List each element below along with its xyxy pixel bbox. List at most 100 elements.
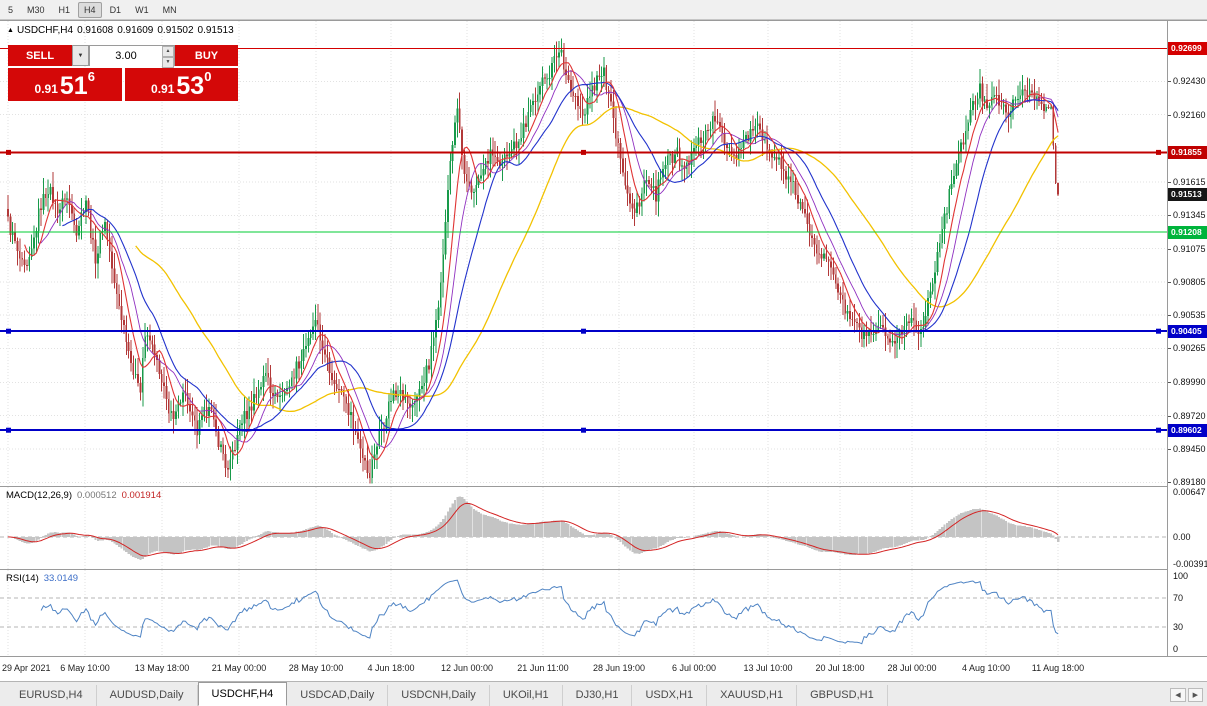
chart-tab-usdx-h1[interactable]: USDX,H1: [632, 685, 708, 706]
time-axis-label: 6 May 10:00: [60, 663, 110, 673]
chart-tab-bar: EURUSD,H4 AUDUSD,Daily USDCHF,H4 USDCAD,Dai…: [0, 681, 1207, 706]
timeframe-button-h4[interactable]: H4: [78, 1, 102, 18]
macd-signal-line: [7, 502, 1059, 557]
timeframe-button-mn[interactable]: MN: [162, 4, 177, 15]
ma-line-24: [62, 81, 1059, 432]
line-handle[interactable]: [581, 149, 586, 155]
volume-input[interactable]: [90, 46, 174, 66]
chart-tab-audusd-daily[interactable]: AUDUSD,Daily: [97, 685, 198, 706]
ohlc-close: 0.91513: [197, 25, 234, 36]
rsi-axis-label: 0: [1173, 644, 1179, 654]
time-axis-label: 13 May 18:00: [134, 663, 190, 673]
volume-dropdown-button[interactable]: ▼: [72, 45, 89, 66]
line-handle[interactable]: [6, 427, 11, 433]
price-tick-label: 0.89450: [1173, 443, 1206, 454]
chart-tab-usdcnh-daily[interactable]: USDCNH,Daily: [388, 685, 490, 706]
candlestick-chart[interactable]: [0, 21, 1167, 486]
price-tick-label: 0.90265: [1173, 343, 1206, 354]
timeframe-button-d1[interactable]: D1: [109, 4, 122, 15]
pane-splitter[interactable]: [0, 569, 1207, 570]
rsi-axis-label: 70: [1173, 592, 1184, 603]
line-handle[interactable]: [581, 427, 586, 433]
line-handle[interactable]: [6, 328, 11, 334]
sell-price-major: 0.91: [34, 82, 58, 96]
line-handle[interactable]: [1156, 149, 1161, 155]
volume-increase-button[interactable]: ▲: [162, 46, 174, 57]
price-tick-mark: [1168, 248, 1171, 250]
chart-tab-gbpusd-h1[interactable]: GBPUSD,H1: [797, 685, 888, 706]
price-tick-mark: [1168, 215, 1171, 217]
price-tick-mark: [1168, 181, 1171, 183]
price-tick-label: 0.92160: [1173, 109, 1206, 120]
price-tick-label: 0.91615: [1173, 176, 1206, 187]
chart-symbol-label: USDCHF,H4: [16, 25, 74, 36]
ma-line-14: [38, 70, 1059, 449]
volume-decrease-button[interactable]: ▼: [162, 57, 174, 68]
time-axis-label: 21 May 00:00: [211, 663, 267, 673]
pane-splitter[interactable]: [0, 486, 1207, 487]
tab-scroll-left-button[interactable]: ◀: [1170, 688, 1186, 702]
timeframe-button-h1[interactable]: H1: [58, 4, 71, 15]
time-axis-label: 12 Jun 00:00: [440, 663, 494, 673]
price-tick-mark: [1168, 81, 1171, 83]
buy-price-point: 0: [204, 69, 212, 84]
ohlc-low: 0.91502: [157, 25, 194, 36]
price-tick-label: 0.89990: [1173, 377, 1206, 388]
chart-tab-usdcad-daily[interactable]: USDCAD,Daily: [287, 685, 389, 706]
time-axis-label: 20 Jul 18:00: [815, 663, 865, 673]
tab-scroll-right-button[interactable]: ▶: [1187, 688, 1203, 702]
time-axis[interactable]: 29 Apr 2021 6 May 10:00 13 May 18:00 21 May…: [0, 656, 1207, 682]
price-tick-mark: [1168, 482, 1171, 484]
volume-spinner: ▲ ▼: [162, 46, 174, 68]
price-tick-mark: [1168, 114, 1171, 116]
time-axis-label: 4 Jun 18:00: [367, 663, 415, 673]
chart-collapse-marker[interactable]: ▲: [7, 27, 14, 34]
macd-histogram: [9, 496, 1060, 560]
time-axis-label: 28 May 10:00: [288, 663, 344, 673]
macd-signal-value: 0.001914: [121, 490, 162, 501]
time-axis-label: 6 Jul 00:00: [671, 663, 717, 673]
candlesticks: [7, 38, 1059, 484]
timeframe-button-w1[interactable]: W1: [135, 4, 149, 15]
chart-tab-xauusd-h1[interactable]: XAUUSD,H1: [707, 685, 798, 706]
sell-price-pips: 51: [59, 72, 88, 100]
hline-price-badge: 0.91208: [1168, 225, 1207, 239]
buy-price-display[interactable]: 0.91 53 0: [124, 68, 238, 101]
price-tick-mark: [1168, 348, 1171, 350]
price-tick-label: 0.89720: [1173, 410, 1206, 421]
line-handle[interactable]: [581, 328, 586, 334]
timeframe-button-5[interactable]: 5: [8, 4, 14, 15]
macd-indicator-chart[interactable]: [0, 487, 1167, 569]
chart-tab-dj30-h1[interactable]: DJ30,H1: [563, 685, 633, 706]
line-handle[interactable]: [1156, 427, 1161, 433]
ohlc-high: 0.91609: [117, 25, 154, 36]
price-tick-mark: [1168, 415, 1171, 417]
chart-window: ▲ USDCHF,H4 0.91608 0.91609 0.91502 0.91513 S…: [0, 20, 1207, 682]
chart-tab-eurusd-h4[interactable]: EURUSD,H4: [6, 685, 97, 706]
timeframe-button-m30[interactable]: M30: [27, 4, 45, 15]
line-handle[interactable]: [6, 149, 11, 155]
price-tick-label: 0.92430: [1173, 76, 1206, 87]
price-tick-mark: [1168, 281, 1171, 283]
rsi-indicator-chart[interactable]: [0, 570, 1167, 656]
sell-price-display[interactable]: 0.91 51 6: [8, 68, 122, 101]
sell-button[interactable]: SELL: [8, 45, 72, 66]
time-axis-label: 28 Jun 19:00: [592, 663, 646, 673]
volume-field: ▲ ▼: [89, 45, 175, 68]
price-tick-label: 0.91075: [1173, 243, 1206, 254]
line-handle[interactable]: [1156, 328, 1161, 334]
macd-axis-label: 0.00647: [1173, 487, 1206, 497]
time-axis-label: 21 Jun 11:00: [517, 663, 569, 673]
time-axis-label: 13 Jul 10:00: [743, 663, 793, 673]
chart-tab-ukoil-h1[interactable]: UKOil,H1: [490, 685, 563, 706]
price-tick-label: 0.90805: [1173, 276, 1206, 287]
ma-line-55: [135, 106, 1059, 413]
price-tick-mark: [1168, 382, 1171, 384]
price-axis[interactable]: 0.92430 0.92160 0.91615 0.91345 0.91075 0.908…: [1167, 21, 1207, 656]
chart-tab-usdchf-h4[interactable]: USDCHF,H4: [197, 682, 288, 706]
macd-main-value: 0.000512: [77, 490, 117, 501]
sell-price-point: 6: [87, 69, 95, 84]
macd-axis-label: -0.00391: [1173, 559, 1207, 569]
time-axis-label: 4 Aug 10:00: [961, 663, 1011, 673]
buy-button[interactable]: BUY: [175, 45, 238, 66]
